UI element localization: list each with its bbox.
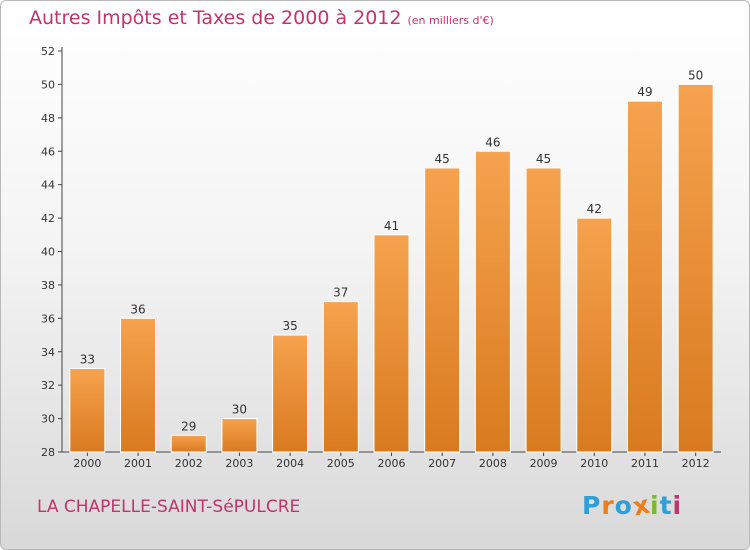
y-tick-label: 52 xyxy=(41,45,55,58)
x-tick-label: 2003 xyxy=(225,457,253,470)
data-label: 37 xyxy=(333,286,348,300)
chart-title: Autres Impôts et Taxes de 2000 à 2012 (en… xyxy=(29,7,494,29)
y-tick-label: 34 xyxy=(41,346,55,359)
y-tick-label: 50 xyxy=(41,78,55,91)
x-tick-label: 2005 xyxy=(327,457,355,470)
logo-letter: P xyxy=(582,491,602,520)
x-tick-label: 2011 xyxy=(631,457,659,470)
data-label: 49 xyxy=(637,85,652,99)
chart-unit: (en milliers d'€) xyxy=(407,14,494,27)
x-tick-label: 2008 xyxy=(479,457,507,470)
logo-letter: i xyxy=(650,491,660,520)
x-tick-label: 2009 xyxy=(530,457,558,470)
y-tick-label: 46 xyxy=(41,145,55,158)
logo-letter: o xyxy=(614,491,633,520)
x-tick-label: 2000 xyxy=(73,457,101,470)
bar xyxy=(221,418,258,453)
y-tick-label: 38 xyxy=(41,279,55,292)
logo-letter: i xyxy=(672,491,683,520)
data-label: 29 xyxy=(181,419,196,433)
chart-bars xyxy=(69,83,714,453)
x-tick-label: 2007 xyxy=(428,457,456,470)
data-label: 45 xyxy=(536,152,551,166)
logo-letter: t xyxy=(659,491,673,520)
bar xyxy=(525,167,562,453)
chart-title-text: Autres Impôts et Taxes de 2000 à 2012 xyxy=(29,7,402,29)
bar xyxy=(677,83,714,453)
bar xyxy=(424,167,461,453)
data-label: 41 xyxy=(384,219,399,233)
data-label: 50 xyxy=(688,68,703,82)
bar xyxy=(272,334,309,453)
chart-data-labels: 33 36 29 30 35 37 41 45 46 45 42 49 50 xyxy=(80,68,704,433)
bar xyxy=(373,234,410,453)
x-tick-label: 2010 xyxy=(580,457,608,470)
data-label: 36 xyxy=(130,302,145,316)
y-tick-label: 32 xyxy=(41,379,55,392)
bar xyxy=(69,367,106,453)
data-label: 33 xyxy=(80,352,95,366)
bar xyxy=(576,217,613,453)
data-label: 35 xyxy=(282,319,297,333)
x-tick-label: 2012 xyxy=(682,457,710,470)
bar xyxy=(474,150,511,453)
bar xyxy=(626,100,663,453)
logo-letter: r xyxy=(601,491,615,520)
y-tick-label: 42 xyxy=(41,212,55,225)
bar xyxy=(322,301,359,453)
y-tick-label: 44 xyxy=(41,179,55,192)
data-label: 46 xyxy=(485,135,500,149)
data-label: 42 xyxy=(587,202,602,216)
x-tick-label: 2001 xyxy=(124,457,152,470)
bar xyxy=(170,434,207,453)
y-tick-label: 40 xyxy=(41,246,55,259)
commune-name: LA CHAPELLE-SAINT-SéPULCRE xyxy=(37,497,301,517)
y-tick-label: 48 xyxy=(41,112,55,125)
y-tick-label: 28 xyxy=(41,446,55,459)
x-tick-label: 2006 xyxy=(378,457,406,470)
y-tick-label: 30 xyxy=(41,413,55,426)
x-tick-label: 2002 xyxy=(175,457,203,470)
bar xyxy=(120,317,157,453)
proxiti-logo: Proxiti xyxy=(582,490,683,522)
x-tick-label: 2004 xyxy=(276,457,304,470)
data-label: 30 xyxy=(232,403,247,417)
data-label: 45 xyxy=(435,152,450,166)
y-tick-label: 36 xyxy=(41,312,55,325)
